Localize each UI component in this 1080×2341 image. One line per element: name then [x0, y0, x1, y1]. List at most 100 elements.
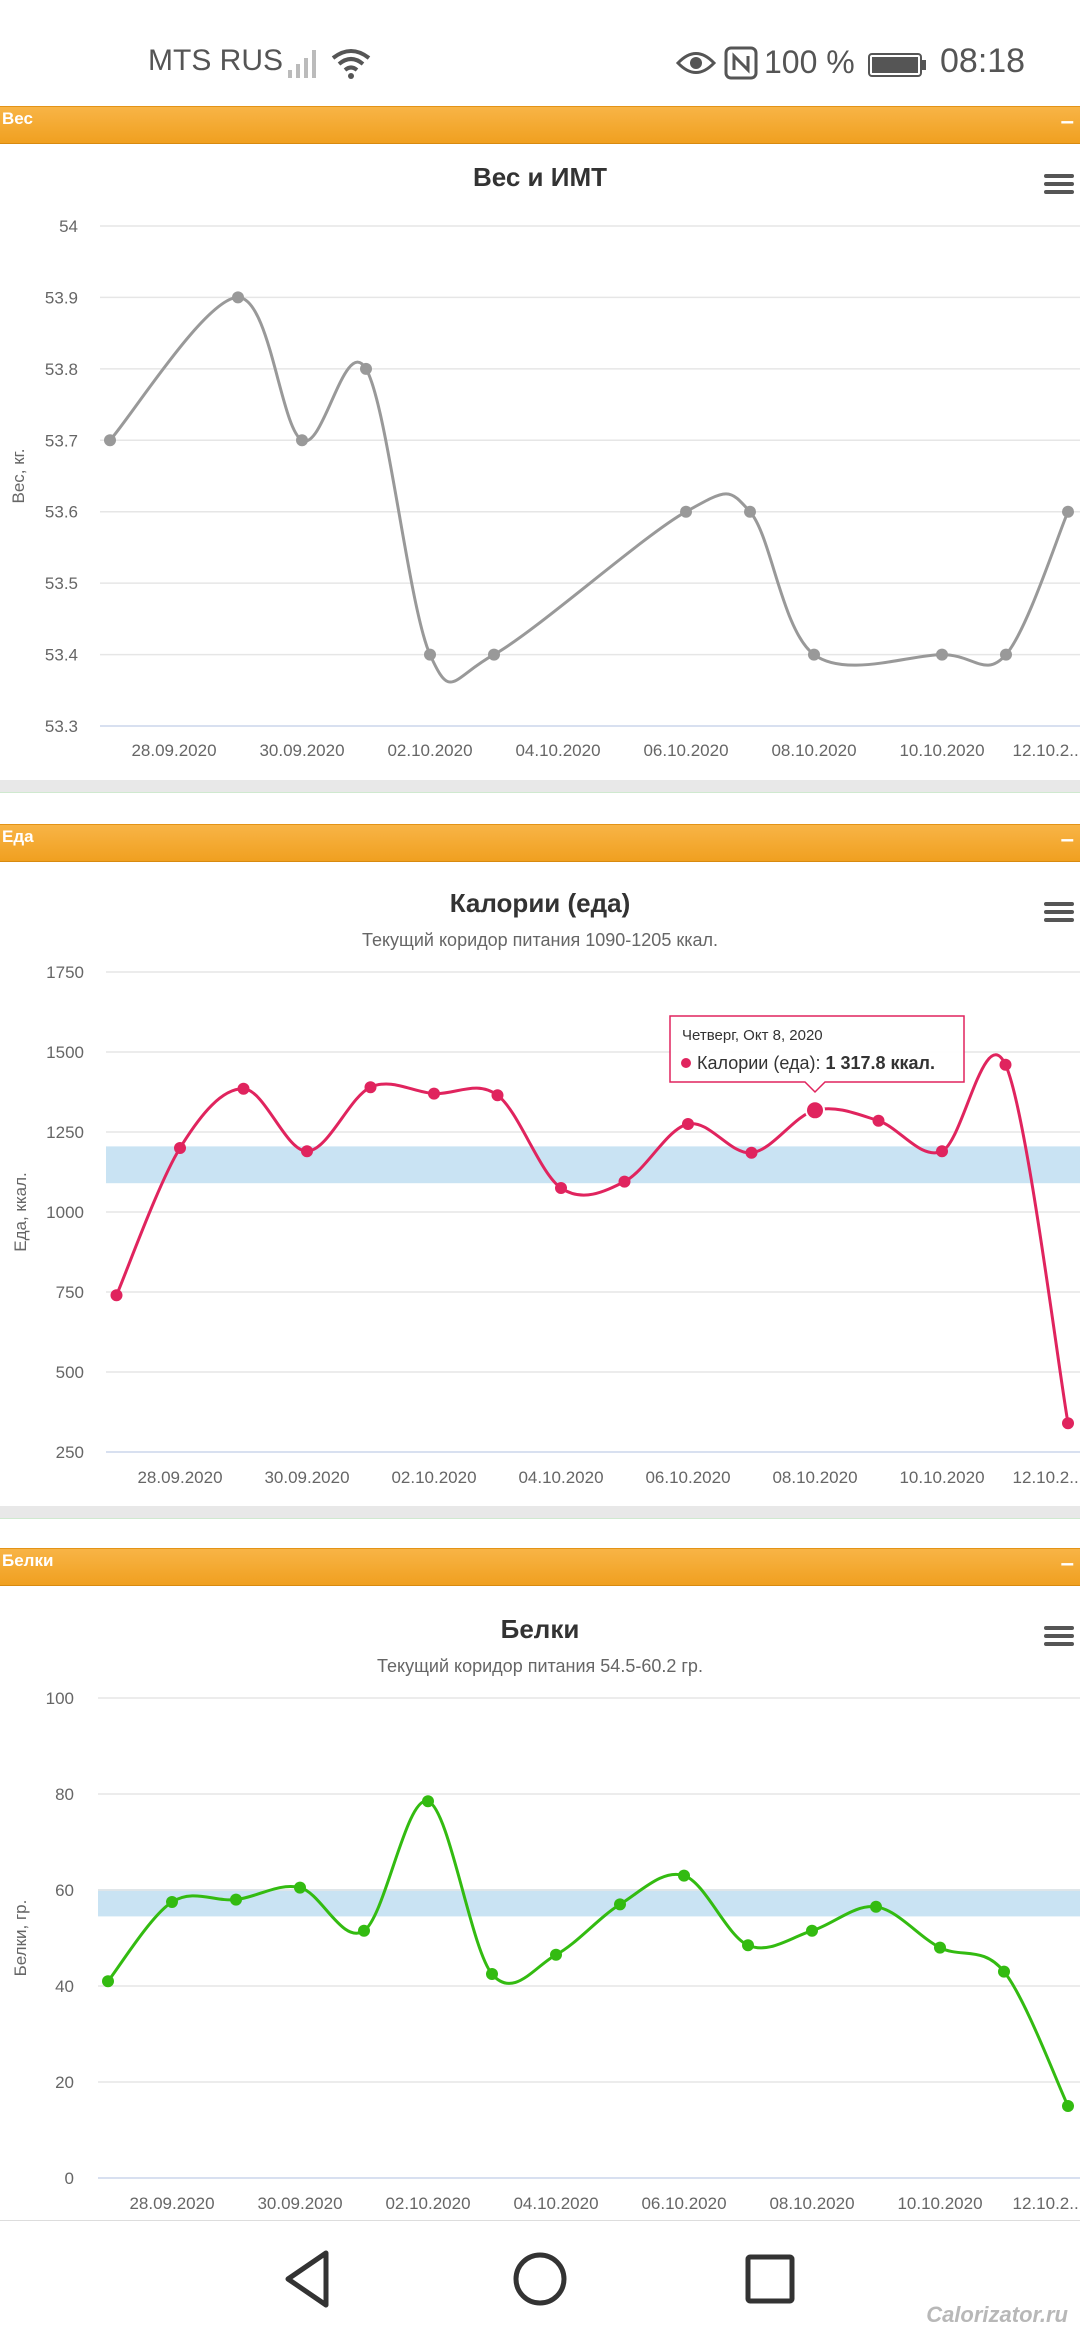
chart-subtitle: Текущий коридор питания 54.5-60.2 гр. — [377, 1656, 703, 1676]
section-separator — [0, 1506, 1080, 1519]
y-tick-label: 500 — [56, 1363, 84, 1382]
y-tick-label: 53.8 — [45, 360, 78, 379]
chart-title: Вес и ИМТ — [472, 162, 607, 192]
x-tick-label: 08.10.2020 — [771, 741, 856, 760]
chart-menu-button[interactable] — [1044, 898, 1074, 924]
back-icon[interactable] — [282, 2249, 332, 2309]
data-point — [237, 1082, 250, 1095]
data-point — [486, 1968, 498, 1980]
section-header-weight[interactable]: Вес – — [0, 106, 1080, 144]
x-tick-label: 06.10.2020 — [645, 1468, 730, 1487]
x-tick-label: 10.10.2020 — [899, 741, 984, 760]
data-point — [174, 1142, 186, 1154]
data-point — [428, 1087, 440, 1100]
x-tick-label: 12.10.2... — [1013, 741, 1080, 760]
corridor-band — [106, 1146, 1080, 1184]
data-point — [360, 362, 372, 375]
x-tick-label: 12.10.2... — [1013, 1468, 1080, 1487]
section-title: Вес — [2, 109, 33, 128]
weight-chart-panel: Вес и ИМТ 54 53.9 53.8 53.7 53.6 53.5 53.4 53.3… — [0, 144, 1080, 780]
tooltip: Четверг, Окт 8, 2020 Калории (еда): 1 317… — [669, 1015, 965, 1094]
y-tick-label: 20 — [55, 2073, 74, 2092]
weight-chart: 54 53.9 53.8 53.7 53.6 53.5 53.4 53.3 Вес, кг. 28… — [9, 217, 1080, 760]
y-tick-label: 80 — [55, 1785, 74, 1804]
y-tick-label: 60 — [55, 1881, 74, 1900]
tooltip-value: 1 317.8 ккал. — [825, 1053, 935, 1073]
x-tick-label: 30.09.2020 — [264, 1468, 349, 1487]
data-point — [1062, 1417, 1074, 1430]
carrier-name: MTS RUS — [148, 44, 283, 77]
x-tick-label: 30.09.2020 — [259, 741, 344, 760]
data-point — [745, 1146, 758, 1159]
data-point — [805, 1100, 825, 1121]
watermark: Calorizator.ru — [926, 2302, 1068, 2327]
collapse-icon[interactable]: – — [1060, 1550, 1074, 1577]
clock: 08:18 — [940, 42, 1026, 80]
y-axis-title: Вес, кг. — [9, 448, 28, 503]
data-point — [491, 1089, 504, 1102]
data-point — [682, 1118, 694, 1130]
y-tick-label: 54 — [59, 217, 78, 236]
x-tick-label: 10.10.2020 — [897, 2194, 982, 2213]
data-point — [550, 1948, 562, 1961]
x-tick-label: 10.10.2020 — [899, 1468, 984, 1487]
x-tick-label: 12.10.2... — [1013, 2194, 1080, 2213]
tooltip-label: Калории (еда): 1 317.8 ккал. — [697, 1053, 935, 1073]
chart-menu-button[interactable] — [1044, 170, 1074, 196]
data-point — [358, 1924, 370, 1937]
y-tick-label: 53.4 — [45, 646, 78, 665]
data-point — [936, 648, 948, 661]
x-tick-label: 30.09.2020 — [257, 2194, 342, 2213]
home-icon[interactable] — [512, 2249, 568, 2309]
x-tick-label: 28.09.2020 — [131, 741, 216, 760]
data-point — [422, 1795, 434, 1808]
y-tick-label: 750 — [56, 1283, 84, 1302]
data-point — [744, 505, 756, 518]
data-point — [742, 1939, 754, 1952]
chart-title: Белки — [500, 1614, 580, 1644]
battery-icon — [868, 53, 926, 77]
y-tick-label: 53.5 — [45, 574, 78, 593]
tooltip-marker — [681, 1058, 691, 1068]
tooltip-date: Четверг, Окт 8, 2020 — [682, 1027, 823, 1044]
chart-menu-button[interactable] — [1044, 1622, 1074, 1648]
section-title: Белки — [2, 1551, 54, 1570]
data-point — [110, 1289, 123, 1302]
data-point — [1062, 2100, 1074, 2112]
section-header-protein[interactable]: Белки – — [0, 1548, 1080, 1586]
data-point — [872, 1114, 885, 1127]
tooltip-box — [669, 1015, 965, 1094]
x-tick-label: 04.10.2020 — [518, 1468, 603, 1487]
data-point — [424, 648, 436, 661]
data-point — [104, 434, 116, 447]
data-point — [1000, 648, 1012, 661]
x-tick-label: 02.10.2020 — [387, 741, 472, 760]
data-point — [806, 1924, 818, 1937]
x-tick-label: 06.10.2020 — [643, 741, 728, 760]
data-point — [999, 1058, 1012, 1071]
section-header-food[interactable]: Еда – — [0, 824, 1080, 862]
data-point — [936, 1145, 948, 1158]
data-point — [934, 1941, 946, 1954]
y-tick-label: 53.7 — [45, 431, 78, 450]
x-tick-label: 28.09.2020 — [137, 1468, 222, 1487]
collapse-icon[interactable]: – — [1060, 826, 1074, 853]
x-tick-label: 06.10.2020 — [641, 2194, 726, 2213]
x-tick-label: 08.10.2020 — [769, 2194, 854, 2213]
collapse-icon[interactable]: – — [1060, 108, 1074, 135]
y-tick-label: 0 — [65, 2169, 74, 2188]
x-tick-label: 08.10.2020 — [772, 1468, 857, 1487]
battery-percent: 100 % — [764, 44, 855, 80]
recents-icon[interactable] — [744, 2249, 796, 2309]
calories-chart: 1750 1500 1250 1000 750 500 250 Еда, ккал. 28.09… — [11, 963, 1080, 1487]
data-point — [102, 1975, 114, 1988]
status-bar: MTS RUS 100 % 08:18 — [0, 0, 1080, 108]
data-point — [870, 1900, 882, 1913]
y-axis-title: Еда, ккал. — [11, 1172, 30, 1252]
data-point — [614, 1898, 626, 1911]
navigation-bar — [0, 2220, 1080, 2341]
y-tick-label: 1750 — [46, 963, 84, 982]
y-tick-label: 53.6 — [45, 503, 78, 522]
y-tick-label: 1500 — [46, 1043, 84, 1062]
y-tick-label: 40 — [55, 1977, 74, 1996]
